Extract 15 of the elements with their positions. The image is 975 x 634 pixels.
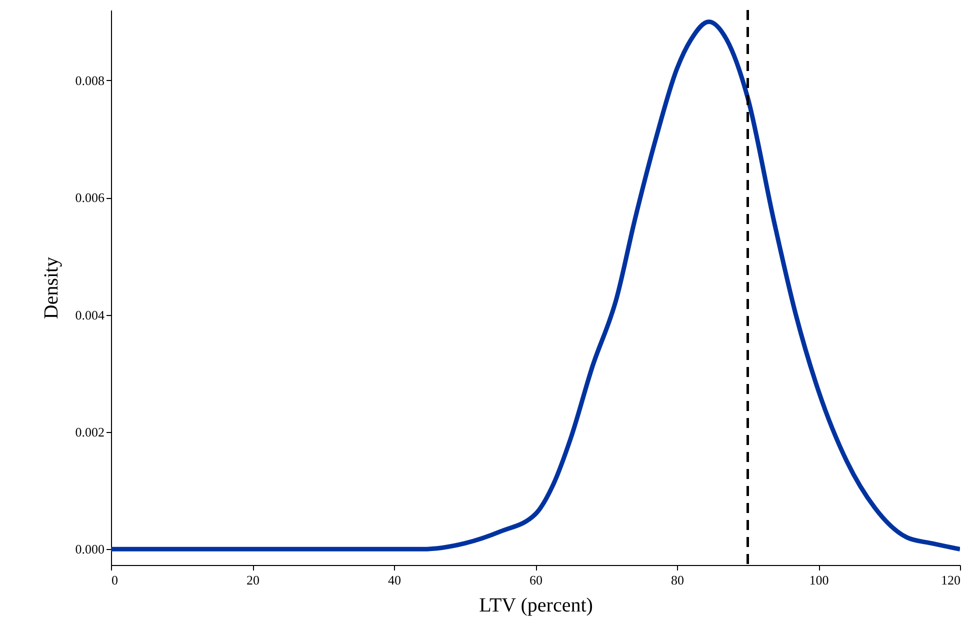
x-tick-label: 40 bbox=[388, 572, 401, 588]
line-series bbox=[111, 19, 960, 552]
x-tick-label: 120 bbox=[941, 572, 960, 588]
x-tick-label: 20 bbox=[246, 572, 260, 588]
y-tick-label: 0.000 bbox=[75, 542, 104, 557]
x-axis-title: LTV (percent) bbox=[479, 594, 593, 616]
y-tick-label: 0.002 bbox=[75, 424, 104, 440]
y-tick-label: 0.006 bbox=[75, 190, 105, 206]
x-tick-label: 100 bbox=[809, 572, 829, 588]
x-tick-label: 60 bbox=[530, 572, 542, 588]
x-tick-label: 0 bbox=[112, 572, 118, 588]
y-axis-title: Density bbox=[40, 256, 62, 320]
y-tick-label: 0.008 bbox=[75, 72, 104, 88]
y-tick-label: 0.004 bbox=[75, 307, 105, 322]
x-tick-label: 80 bbox=[671, 572, 684, 588]
